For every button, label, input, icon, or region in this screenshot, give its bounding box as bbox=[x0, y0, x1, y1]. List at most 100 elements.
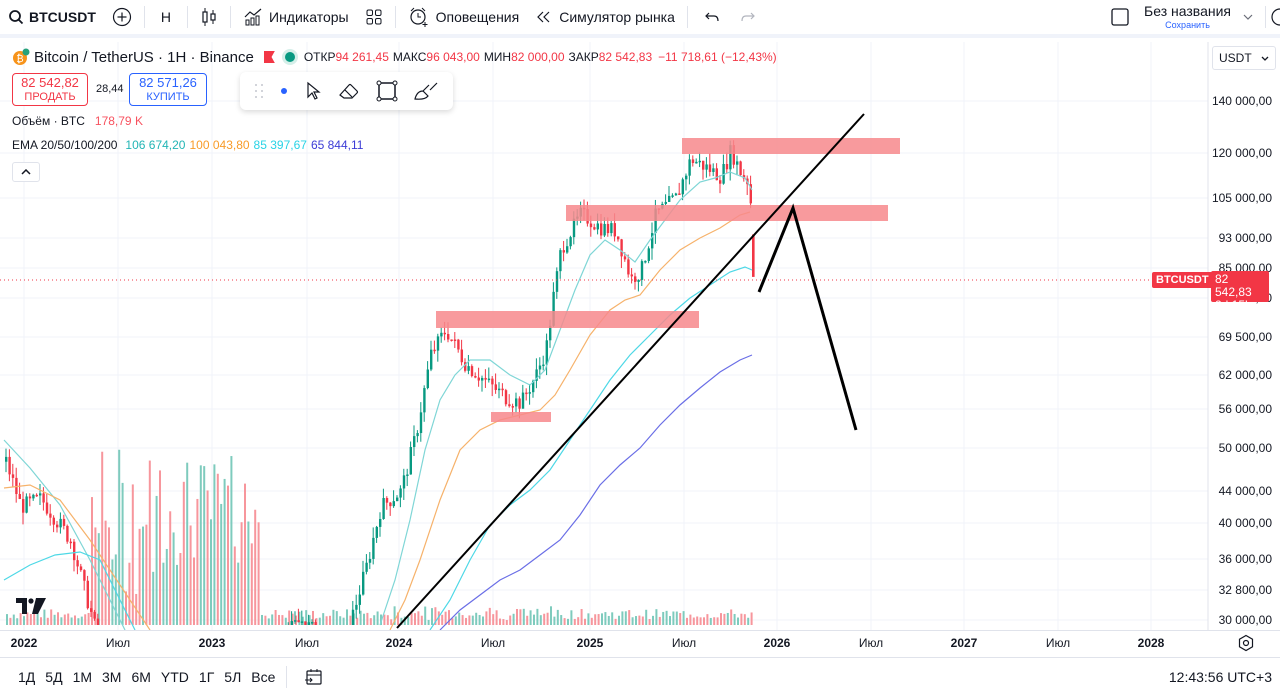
volume-bar bbox=[16, 618, 19, 625]
candle-body bbox=[569, 237, 572, 247]
volume-bar bbox=[652, 615, 654, 625]
candle-body bbox=[300, 621, 304, 623]
candle-body bbox=[671, 195, 674, 197]
eraser-icon[interactable] bbox=[338, 82, 360, 100]
volume-bar bbox=[148, 460, 151, 625]
range-button[interactable]: 5Л bbox=[224, 668, 242, 685]
time-tick-label: Июл bbox=[294, 636, 320, 650]
indicators-button[interactable]: Индикаторы bbox=[235, 0, 357, 34]
sell-button[interactable]: 82 542,82 ПРОДАТЬ bbox=[12, 73, 88, 106]
candle-body bbox=[311, 622, 314, 624]
price-chart[interactable] bbox=[0, 42, 1280, 630]
volume-bar bbox=[240, 522, 243, 625]
volume-bar bbox=[590, 617, 593, 625]
indicators-icon bbox=[244, 8, 262, 26]
candle-body bbox=[399, 488, 402, 498]
time-tick-label: Июл bbox=[858, 636, 884, 650]
candle-body bbox=[396, 497, 399, 502]
bottom-toolbar: 1Д 5Д 1М 3М 6М YTD 1Г 5Л Все 12:43:56 UTC+3 bbox=[0, 657, 1280, 695]
tradingview-logo-icon[interactable] bbox=[16, 598, 46, 614]
candle-body bbox=[362, 571, 365, 595]
candle-body bbox=[423, 388, 426, 413]
drag-handle-icon[interactable] bbox=[254, 83, 264, 99]
candle-body bbox=[419, 412, 423, 434]
goto-date-icon[interactable] bbox=[304, 667, 324, 687]
candle-body bbox=[695, 161, 698, 164]
candle-body bbox=[11, 474, 15, 478]
market-status-icon[interactable] bbox=[284, 52, 295, 62]
volume-bar bbox=[125, 591, 127, 625]
alerts-button[interactable]: Оповещения bbox=[400, 0, 528, 34]
volume-bar bbox=[233, 546, 236, 625]
volume-bar bbox=[672, 611, 675, 625]
price-tick-label: 93 000,00 bbox=[1218, 231, 1272, 245]
candle-body bbox=[413, 436, 416, 448]
arrow-cursor-icon[interactable] bbox=[305, 81, 323, 101]
replay-button[interactable]: Симулятор рынка bbox=[527, 0, 683, 34]
dot-cursor-icon[interactable] bbox=[279, 86, 289, 96]
volume-bar bbox=[645, 609, 648, 625]
volume-bar bbox=[250, 543, 253, 625]
volume-bar bbox=[400, 617, 403, 625]
cloud-icon[interactable] bbox=[1270, 7, 1280, 27]
range-button[interactable]: YTD bbox=[160, 668, 189, 685]
clock[interactable]: 12:43:56 UTC+3 bbox=[1168, 669, 1272, 685]
save-link[interactable]: Сохранить bbox=[1165, 20, 1210, 30]
buy-button[interactable]: 82 571,26 КУПИТЬ bbox=[129, 73, 207, 106]
undo-button[interactable] bbox=[692, 0, 732, 34]
flag-icon[interactable] bbox=[263, 51, 275, 63]
symbol-title[interactable]: Bitcoin / TetherUS · 1H · Binance bbox=[34, 48, 254, 66]
price-scale[interactable]: 140 000,00 120 000,00 105 000,00 93 000,00 8… bbox=[1208, 42, 1280, 630]
compare-symbol-button[interactable] bbox=[104, 0, 140, 34]
candle-body bbox=[73, 541, 76, 561]
range-button[interactable]: 6М bbox=[131, 668, 151, 685]
volume-bar bbox=[407, 616, 410, 625]
volume-bar bbox=[288, 610, 291, 625]
candle-body bbox=[477, 377, 480, 381]
candle-body bbox=[559, 250, 562, 272]
price-tick-label: 50 000,00 bbox=[1218, 441, 1272, 455]
volume-bar bbox=[512, 613, 515, 625]
candle-body bbox=[450, 339, 453, 341]
ema50-line bbox=[389, 211, 751, 630]
candle-body bbox=[83, 570, 86, 581]
close-value: 82 542,83 bbox=[598, 50, 653, 64]
spread-value: 28,44 bbox=[96, 83, 124, 95]
volume-bar bbox=[686, 617, 688, 625]
range-button[interactable]: 5Д bbox=[45, 668, 63, 685]
candle-body bbox=[549, 325, 552, 341]
redo-button[interactable] bbox=[732, 0, 764, 34]
interval-button[interactable]: Н bbox=[160, 9, 172, 25]
time-axis[interactable]: 2022 Июл 2023 Июл 2024 Июл 2025 Июл 2026 Июл 2027 И… bbox=[0, 630, 1280, 656]
price-tick-label: 69 500,00 bbox=[1218, 330, 1272, 344]
settings-icon[interactable] bbox=[1237, 634, 1255, 652]
volume-bar bbox=[448, 610, 450, 625]
volume-bar bbox=[257, 522, 260, 625]
candle-body bbox=[736, 161, 739, 165]
currency-select[interactable]: USDT bbox=[1212, 46, 1276, 70]
rectangle-tool-icon[interactable] bbox=[376, 80, 398, 102]
volume-bar bbox=[614, 618, 617, 625]
chevron-down-icon[interactable] bbox=[1243, 14, 1253, 20]
sell-label: ПРОДАТЬ bbox=[24, 90, 76, 103]
volume-bar bbox=[199, 465, 202, 625]
candle-body bbox=[678, 193, 681, 195]
candle-body bbox=[664, 201, 667, 204]
candle-body bbox=[49, 513, 52, 518]
symbol-search-button[interactable]: BTCUSDT bbox=[0, 0, 104, 34]
range-button[interactable]: 1М bbox=[72, 668, 93, 685]
volume-label[interactable]: Объём · BTC bbox=[12, 114, 85, 128]
ema-label[interactable]: EMA 20/50/100/200 bbox=[12, 138, 118, 152]
candle-body bbox=[481, 377, 484, 381]
range-button[interactable]: 1Д bbox=[18, 668, 36, 685]
layout-button[interactable]: Без названия Сохранить bbox=[1102, 0, 1261, 34]
brush-icon[interactable] bbox=[413, 81, 439, 101]
range-button[interactable]: 1Г bbox=[198, 668, 215, 685]
price-tick-label: 105 000,00 bbox=[1211, 191, 1272, 205]
range-button[interactable]: Все bbox=[251, 668, 276, 685]
collapse-legend-button[interactable] bbox=[12, 162, 40, 182]
range-button[interactable]: 3М bbox=[102, 668, 122, 685]
templates-button[interactable] bbox=[357, 0, 391, 34]
chart-type-button[interactable] bbox=[192, 0, 226, 34]
candle-body bbox=[86, 580, 89, 609]
